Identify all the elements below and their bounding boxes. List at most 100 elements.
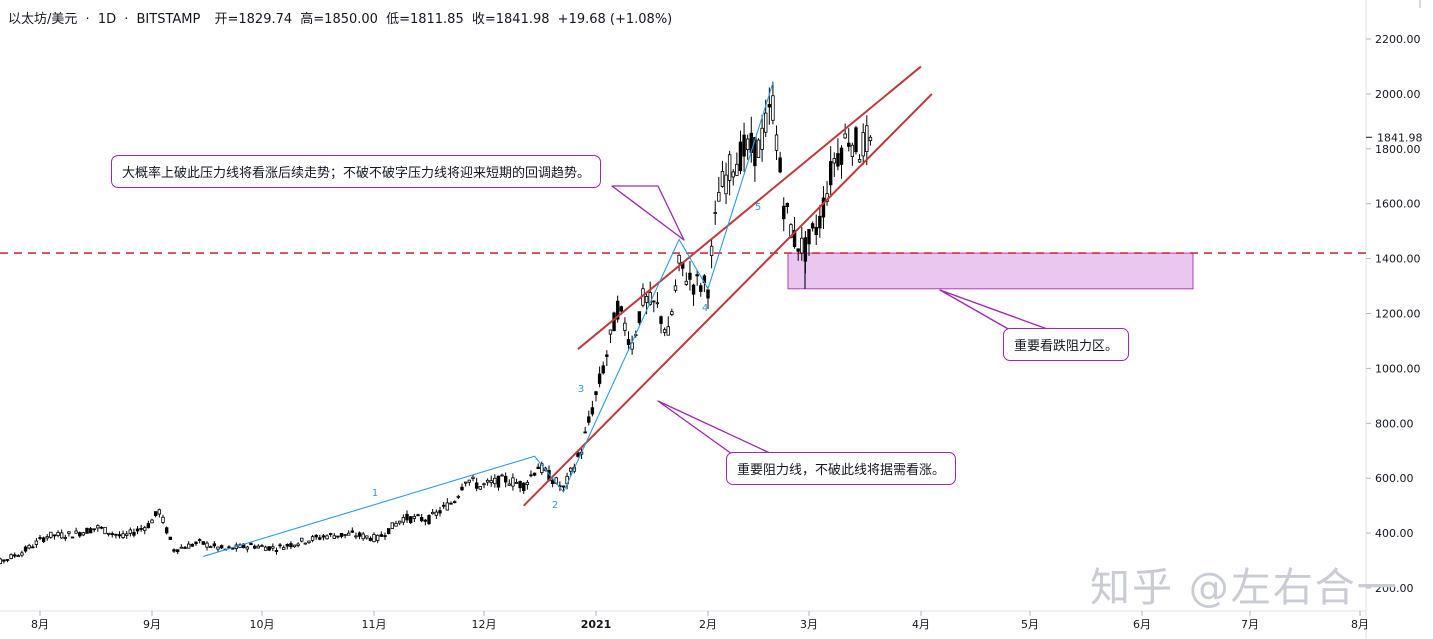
- candle-body: [16, 555, 21, 558]
- candle-body: [518, 480, 522, 489]
- candle-body: [569, 467, 573, 472]
- candle-body: [386, 528, 391, 535]
- candle-body: [724, 174, 728, 195]
- candle-body: [756, 139, 761, 158]
- candle-body: [135, 528, 140, 532]
- candle-body: [550, 479, 555, 484]
- candle-body: [792, 229, 797, 248]
- candle-body: [172, 549, 176, 552]
- separator: ·: [124, 12, 129, 27]
- candle-body: [139, 527, 143, 530]
- candle-body: [405, 513, 409, 521]
- candle-body: [532, 472, 537, 476]
- x-tick-label: 11月: [362, 618, 387, 631]
- wave-label: 4: [702, 303, 708, 314]
- candle-body: [216, 546, 220, 550]
- candle-body: [463, 481, 468, 484]
- candle-body: [507, 483, 511, 486]
- low-value: 低=1811.85: [386, 12, 464, 27]
- candle-body: [460, 486, 464, 491]
- candle-body: [727, 154, 732, 181]
- candle-body: [536, 466, 540, 470]
- candle-body: [623, 322, 627, 331]
- x-tick-label: 10月: [250, 618, 275, 631]
- candle-body: [256, 545, 261, 549]
- candle-body: [706, 289, 710, 299]
- candle-body: [164, 527, 169, 534]
- wave-label: 5: [755, 202, 761, 213]
- candle-body: [738, 141, 743, 172]
- candle-body: [361, 533, 365, 540]
- candle-body: [522, 482, 526, 491]
- candle-body: [146, 523, 151, 529]
- candle-body: [540, 463, 544, 473]
- high-value: 高=1850.00: [300, 12, 378, 27]
- candle-body: [339, 532, 344, 537]
- candle-body: [445, 502, 450, 511]
- candle-body: [150, 519, 154, 524]
- candle-body: [576, 452, 580, 457]
- candle-body: [847, 142, 851, 147]
- candle-body: [688, 272, 692, 280]
- candle-body: [292, 544, 297, 548]
- candle-body: [865, 125, 869, 153]
- candle-body: [691, 284, 696, 295]
- candle-body: [354, 535, 358, 538]
- candle-body: [478, 486, 483, 490]
- candle-body: [205, 542, 209, 548]
- candle-body: [328, 533, 333, 535]
- candle-body: [764, 112, 768, 133]
- x-tick-label: 9月: [143, 618, 161, 631]
- y-tick-label: 200.00: [1375, 582, 1414, 595]
- candle-body: [839, 147, 844, 165]
- candle-body: [587, 416, 591, 423]
- candle-body: [52, 534, 57, 537]
- candle-body: [99, 526, 104, 529]
- y-tick-label: 1800.00: [1375, 143, 1421, 156]
- x-tick-label: 4月: [912, 618, 930, 631]
- candle-body: [157, 509, 162, 515]
- candle-body: [416, 514, 420, 517]
- candle-body: [597, 373, 602, 384]
- candle-body: [666, 326, 670, 336]
- candle-body: [194, 541, 198, 545]
- candle-body: [843, 133, 847, 139]
- candle-body: [735, 163, 739, 176]
- candle-body: [375, 534, 380, 541]
- chart-header: 以太坊/美元 · 1D · BITSTAMP 开=1829.74 高=1850.…: [8, 8, 676, 27]
- candle-body: [626, 339, 631, 345]
- y-tick-label: 1000.00: [1375, 362, 1421, 375]
- candle-body: [153, 511, 158, 516]
- candle-body: [303, 542, 308, 545]
- candle-body: [655, 302, 660, 305]
- candle-body: [467, 479, 472, 483]
- candle-body: [503, 475, 508, 483]
- candle-body: [321, 535, 326, 538]
- candle-body: [96, 525, 100, 529]
- candle-body: [493, 477, 497, 485]
- candle-body: [644, 296, 649, 303]
- candle-body: [117, 534, 122, 537]
- candle-body: [449, 502, 453, 505]
- lower-trendline: [523, 93, 933, 507]
- candle-body: [720, 171, 725, 187]
- candle-body: [179, 546, 184, 549]
- candle-body: [208, 546, 213, 549]
- candle-body: [408, 516, 413, 524]
- candle-body: [785, 203, 790, 207]
- candle-body: [778, 157, 782, 173]
- candle-body: [70, 536, 75, 539]
- candle-body: [434, 511, 439, 516]
- y-tick-label: 400.00: [1375, 527, 1414, 540]
- x-tick-label: 7月: [1241, 618, 1259, 631]
- y-tick-label: 600.00: [1375, 472, 1414, 485]
- candle-body: [197, 539, 202, 541]
- candle-body: [20, 552, 24, 556]
- candle-body: [183, 546, 187, 549]
- candle-body: [857, 159, 862, 163]
- exchange-label: BITSTAMP: [136, 12, 201, 27]
- candle-body: [529, 474, 533, 477]
- candle-body: [807, 228, 811, 245]
- candle-body: [263, 546, 268, 551]
